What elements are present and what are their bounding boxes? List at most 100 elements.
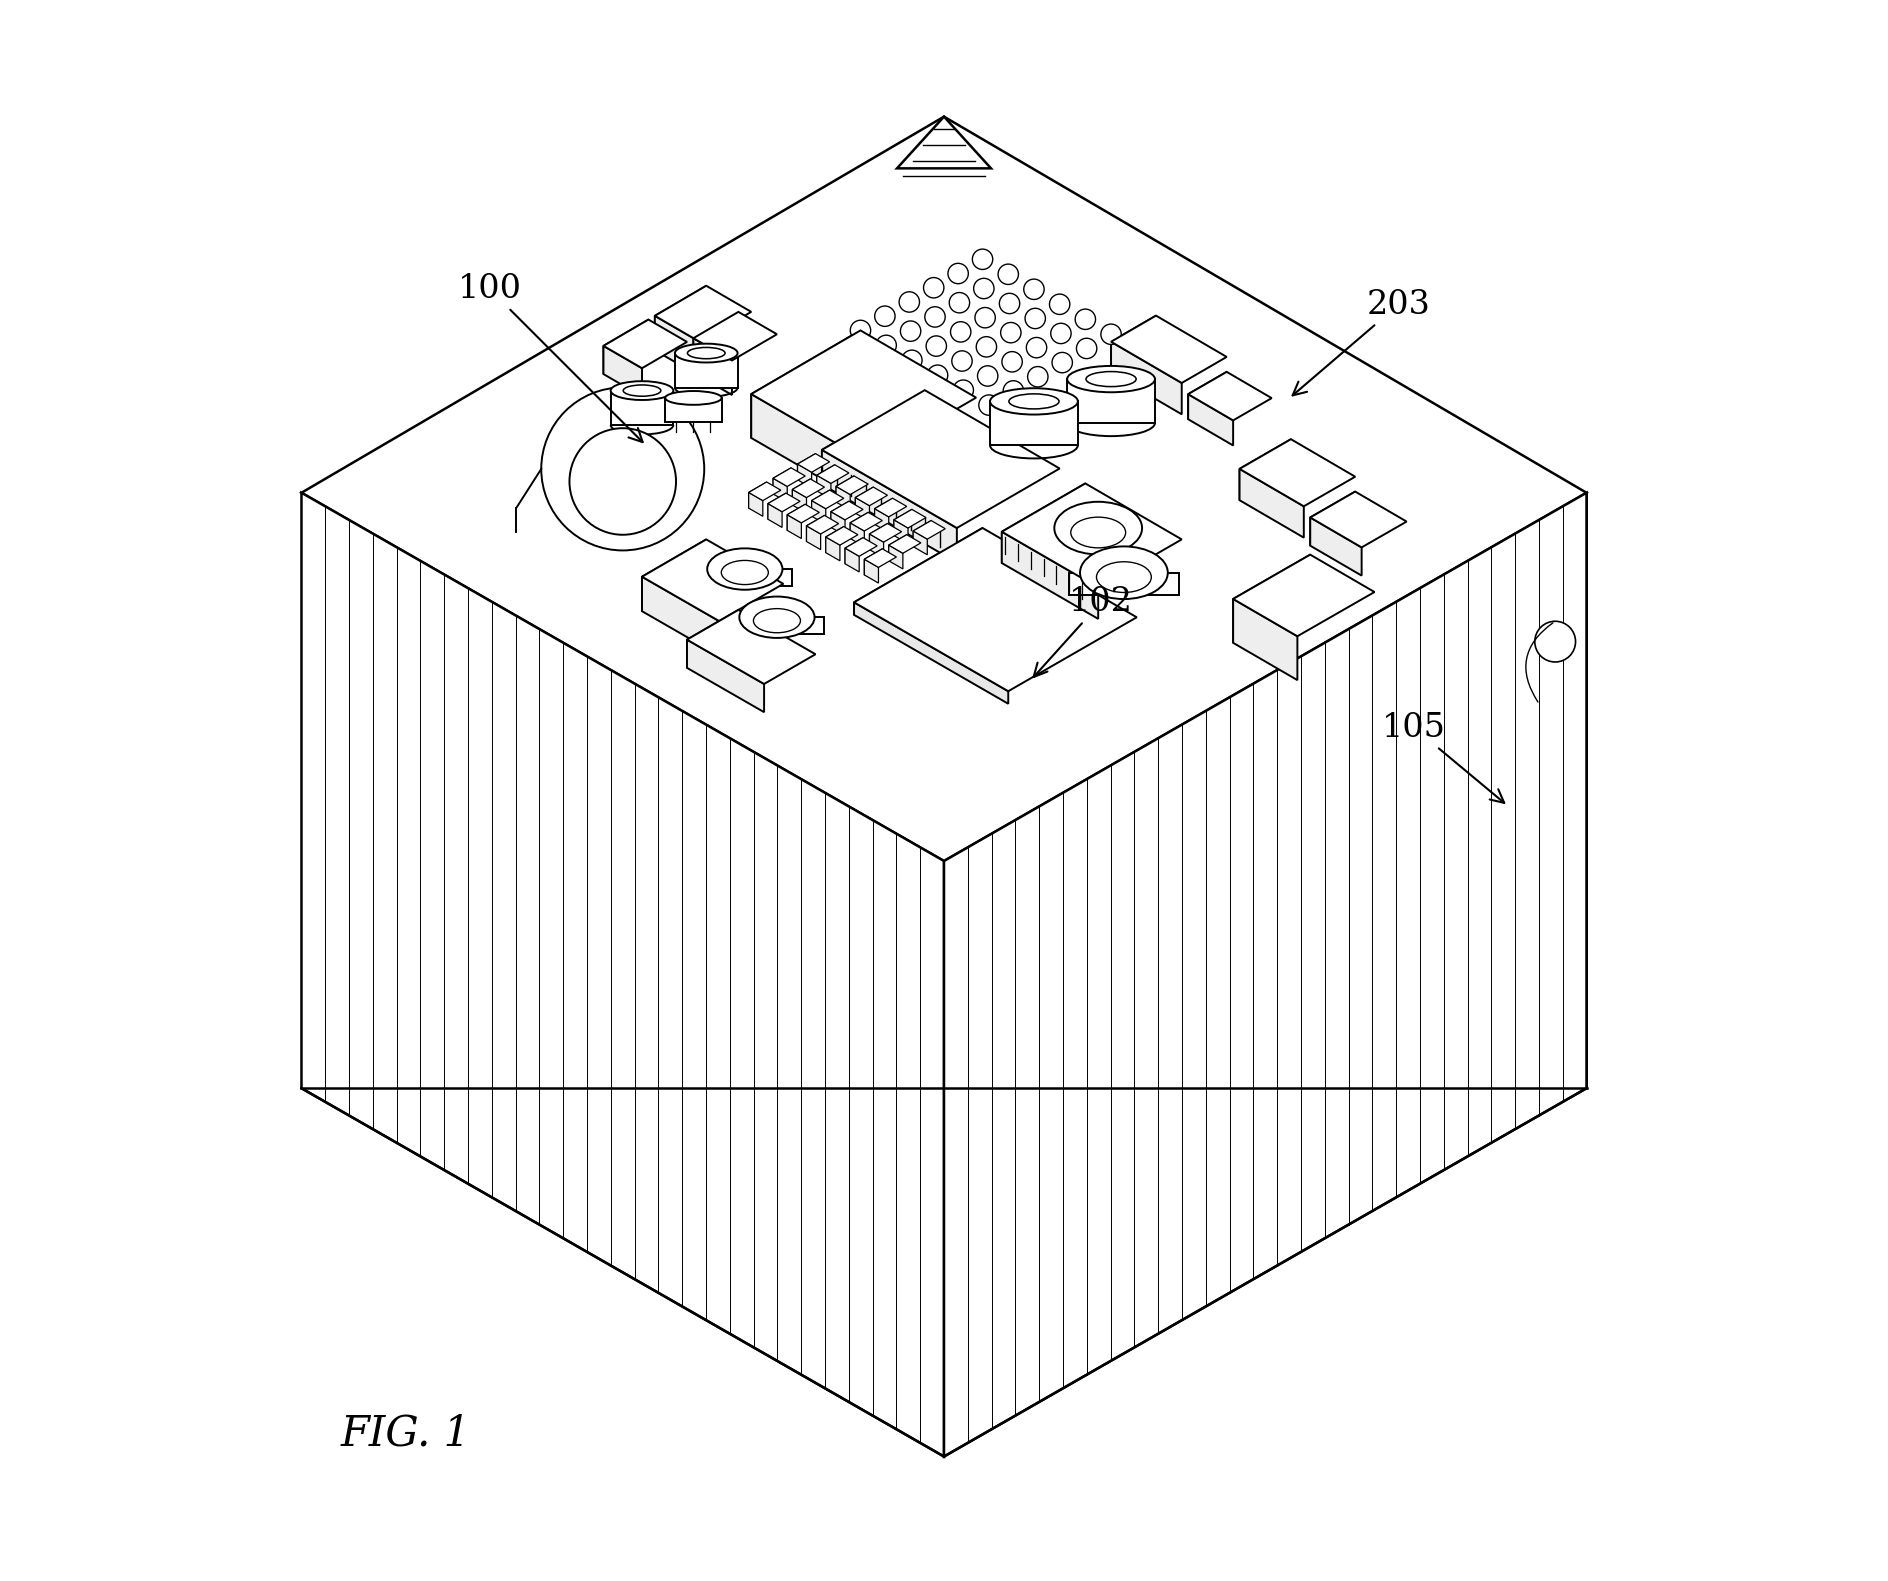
Polygon shape <box>302 493 944 1456</box>
Polygon shape <box>1233 555 1310 643</box>
Polygon shape <box>836 487 850 511</box>
Circle shape <box>850 321 870 340</box>
Circle shape <box>1050 294 1070 315</box>
Polygon shape <box>642 539 706 612</box>
Ellipse shape <box>1054 501 1142 555</box>
Ellipse shape <box>721 560 768 585</box>
Polygon shape <box>893 509 912 536</box>
Polygon shape <box>893 509 925 528</box>
Polygon shape <box>1310 517 1361 575</box>
Polygon shape <box>1240 440 1356 506</box>
Polygon shape <box>836 476 853 503</box>
Ellipse shape <box>610 381 674 400</box>
Polygon shape <box>806 515 838 534</box>
Polygon shape <box>604 346 642 397</box>
Polygon shape <box>797 465 812 489</box>
Polygon shape <box>1188 372 1273 421</box>
Polygon shape <box>604 319 687 368</box>
Circle shape <box>1052 323 1070 343</box>
Circle shape <box>570 428 676 534</box>
Text: FIG. 1: FIG. 1 <box>340 1412 470 1455</box>
Ellipse shape <box>674 343 738 362</box>
Circle shape <box>1027 367 1048 387</box>
Polygon shape <box>825 526 857 545</box>
Polygon shape <box>1233 555 1374 636</box>
Polygon shape <box>850 523 865 547</box>
Polygon shape <box>797 454 816 479</box>
Polygon shape <box>772 468 791 493</box>
Circle shape <box>902 349 921 370</box>
Polygon shape <box>870 523 887 550</box>
Polygon shape <box>889 534 921 553</box>
Polygon shape <box>855 487 874 514</box>
Circle shape <box>1076 338 1097 359</box>
Polygon shape <box>893 520 908 544</box>
Polygon shape <box>302 117 1586 862</box>
Polygon shape <box>874 498 906 517</box>
Polygon shape <box>821 391 925 484</box>
Text: 100: 100 <box>457 274 642 443</box>
Polygon shape <box>855 498 870 522</box>
Polygon shape <box>768 493 801 512</box>
Polygon shape <box>687 610 816 685</box>
Circle shape <box>899 292 919 311</box>
Circle shape <box>950 321 970 341</box>
Polygon shape <box>944 493 1586 1456</box>
Polygon shape <box>914 520 946 539</box>
Polygon shape <box>750 482 782 501</box>
Ellipse shape <box>623 384 661 397</box>
Polygon shape <box>914 531 927 555</box>
Ellipse shape <box>1008 394 1059 409</box>
Circle shape <box>999 294 1020 313</box>
Polygon shape <box>874 498 893 525</box>
Polygon shape <box>825 526 844 553</box>
Circle shape <box>999 264 1018 285</box>
Polygon shape <box>836 476 868 495</box>
Polygon shape <box>787 515 801 539</box>
Circle shape <box>1025 308 1046 329</box>
Polygon shape <box>1233 599 1297 680</box>
Polygon shape <box>850 512 882 531</box>
Polygon shape <box>1310 492 1356 545</box>
Ellipse shape <box>1070 517 1125 549</box>
Circle shape <box>952 351 972 372</box>
Polygon shape <box>874 509 889 533</box>
Ellipse shape <box>665 391 721 405</box>
Circle shape <box>974 278 993 299</box>
Polygon shape <box>687 640 765 711</box>
Polygon shape <box>889 534 906 561</box>
Circle shape <box>901 321 921 341</box>
Polygon shape <box>865 549 882 575</box>
Ellipse shape <box>1080 547 1169 599</box>
Polygon shape <box>889 545 902 569</box>
Polygon shape <box>1003 484 1182 588</box>
Circle shape <box>542 387 704 550</box>
Circle shape <box>874 307 895 326</box>
Polygon shape <box>687 610 738 667</box>
Polygon shape <box>914 520 931 547</box>
Polygon shape <box>853 528 982 615</box>
Polygon shape <box>865 560 878 583</box>
Circle shape <box>927 365 948 386</box>
Polygon shape <box>693 311 778 360</box>
Circle shape <box>974 307 995 327</box>
Polygon shape <box>751 330 861 438</box>
Polygon shape <box>610 391 674 425</box>
Polygon shape <box>818 476 831 500</box>
Text: 203: 203 <box>1293 289 1431 395</box>
Circle shape <box>1074 308 1095 329</box>
Ellipse shape <box>1086 372 1137 387</box>
Polygon shape <box>772 479 787 503</box>
Polygon shape <box>831 501 850 528</box>
Circle shape <box>1003 351 1021 372</box>
Polygon shape <box>699 569 791 587</box>
Polygon shape <box>812 490 829 517</box>
Polygon shape <box>642 577 719 656</box>
Polygon shape <box>812 501 825 525</box>
Circle shape <box>978 365 999 386</box>
Polygon shape <box>1240 440 1291 500</box>
Ellipse shape <box>740 596 814 637</box>
Circle shape <box>1003 381 1023 402</box>
Circle shape <box>978 395 999 416</box>
Circle shape <box>953 379 974 400</box>
